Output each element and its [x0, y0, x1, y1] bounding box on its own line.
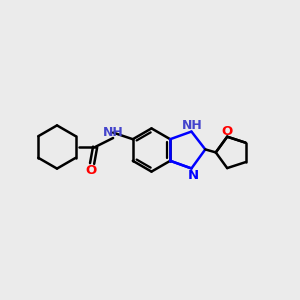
- Text: NH: NH: [103, 126, 124, 139]
- Text: O: O: [85, 164, 96, 177]
- Text: N: N: [188, 169, 199, 182]
- Text: O: O: [222, 125, 233, 138]
- Text: NH: NH: [182, 119, 203, 132]
